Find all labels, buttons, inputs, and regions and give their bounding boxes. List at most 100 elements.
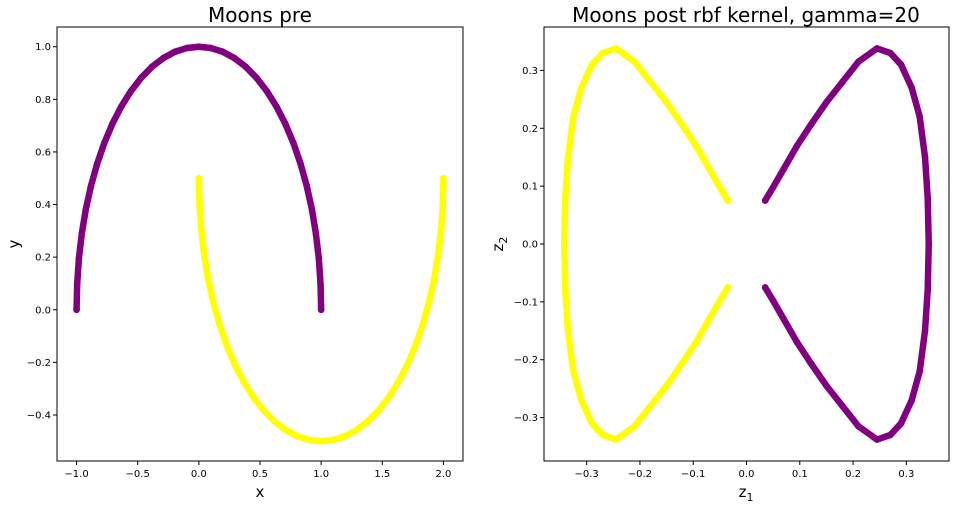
scatter-point	[716, 297, 724, 305]
scatter-point	[873, 45, 881, 52]
scatter-point	[578, 396, 585, 404]
scatter-point	[887, 431, 894, 439]
scatter-point	[564, 153, 572, 161]
scatter-points	[560, 45, 933, 443]
chart-moons-post-rbf: Moons post rbf kernel, gamma=20 −0.3 −0.2…	[489, 3, 950, 504]
y-tick-label: 0.3	[522, 66, 538, 77]
y-tick-label: 0.6	[35, 147, 51, 158]
scatter-point	[73, 306, 80, 314]
scatter-point	[897, 420, 905, 427]
scatter-point	[271, 417, 278, 425]
y-tick-label: −0.2	[514, 355, 538, 366]
scatter-point	[183, 44, 191, 52]
scatter-point	[353, 426, 360, 434]
scatter-point	[87, 182, 95, 190]
y-tick-label: 0.0	[522, 240, 538, 251]
scatter-point	[439, 200, 447, 208]
x-tick-label: 0.2	[845, 469, 861, 480]
y-tick-label: −0.2	[27, 358, 51, 369]
scatter-point	[329, 436, 337, 444]
x-tick-label: 1.5	[374, 469, 390, 480]
scatter-point	[118, 103, 125, 110]
scatter-point	[75, 255, 83, 262]
chart-title: Moons post rbf kernel, gamma=20	[572, 3, 920, 27]
scatter-point	[647, 402, 654, 410]
scatter-point	[109, 120, 116, 128]
scatter-point	[171, 48, 179, 56]
y-tick-label: 0.2	[522, 124, 538, 135]
scatter-point	[855, 422, 862, 430]
scatter-point	[612, 45, 620, 52]
scatter-point	[209, 298, 217, 306]
scatter-point	[769, 297, 777, 305]
y-axis-label: z2	[489, 237, 510, 252]
scatter-point	[761, 284, 769, 291]
x-tick-label: −0.3	[574, 469, 598, 480]
x-tick-label: 0.3	[898, 469, 914, 480]
scatter-point	[223, 341, 230, 349]
scatter-point	[692, 142, 700, 149]
scatter-point	[317, 306, 325, 314]
scatter-point	[588, 61, 596, 68]
scatter-point	[793, 142, 801, 149]
scatter-point	[195, 43, 203, 51]
scatter-point	[127, 87, 135, 95]
x-tick-label: 0.1	[792, 469, 808, 480]
scatter-point	[93, 160, 101, 167]
scatter-point	[839, 402, 846, 410]
scatter-point	[404, 360, 411, 368]
scatter-point	[412, 341, 419, 349]
scatter-point	[364, 417, 372, 425]
scatter-point	[562, 286, 569, 294]
y-tick-label: 0.4	[35, 200, 51, 211]
scatter-point	[562, 194, 569, 202]
scatter-point	[312, 230, 320, 237]
scatter-point	[305, 436, 313, 444]
scatter-point	[663, 382, 670, 390]
scatter-point	[612, 436, 620, 443]
scatter-point	[249, 393, 257, 401]
scatter-point	[679, 122, 686, 129]
y-tick-label: −0.3	[514, 413, 538, 424]
scatter-point	[196, 200, 203, 208]
scatter-point	[780, 165, 788, 173]
scatter-point	[78, 230, 86, 237]
scatter-point	[207, 44, 215, 52]
scatter-point	[663, 98, 670, 106]
scatter-point	[855, 58, 862, 66]
scatter-point	[430, 275, 438, 283]
scatter-point	[793, 339, 801, 346]
scatter-point	[308, 205, 316, 213]
scatter-point	[375, 406, 383, 414]
scatter-point	[101, 139, 108, 147]
scatter-point	[761, 197, 769, 204]
scatter-point	[769, 183, 777, 191]
scatter-point	[160, 54, 167, 62]
scatter-point	[273, 103, 280, 110]
scatter-point	[282, 120, 289, 128]
scatter-point	[385, 393, 393, 401]
chart-title: Moons pre	[208, 3, 312, 27]
scatter-point	[780, 315, 788, 323]
scatter-point	[219, 48, 227, 56]
scatter-point	[73, 280, 81, 288]
x-axis-label: z1	[739, 483, 754, 504]
y-axis-label-sub: 2	[497, 237, 510, 244]
scatter-point	[679, 359, 686, 366]
scatter-point	[242, 63, 249, 71]
scatter-point	[253, 74, 260, 82]
scatter-point	[200, 251, 208, 258]
scatter-series-trace	[761, 45, 932, 443]
y-axis-label: y	[5, 239, 23, 248]
x-axis-label-sub: 1	[746, 491, 753, 504]
scatter-point	[204, 275, 212, 283]
scatter-point	[297, 160, 304, 167]
scatter-point	[240, 378, 247, 385]
scatter-point	[916, 368, 923, 375]
scatter-point	[440, 174, 447, 182]
scatter-point	[897, 61, 905, 68]
x-tick-label: −0.5	[126, 469, 150, 480]
scatter-point	[916, 113, 923, 120]
y-tick-label: −0.4	[27, 410, 51, 421]
